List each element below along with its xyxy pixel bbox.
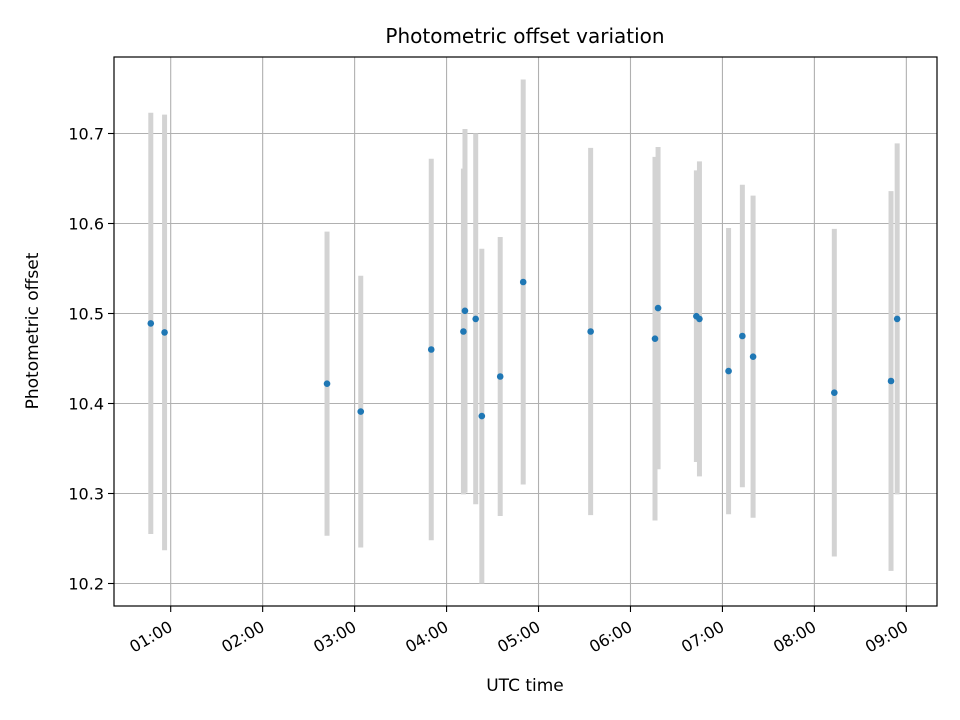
data-point — [651, 335, 659, 343]
data-point — [147, 320, 155, 327]
data-point — [587, 328, 594, 335]
data-point — [323, 380, 331, 388]
chart-title: Photometric offset variation — [385, 24, 664, 48]
data-point — [161, 329, 168, 336]
y-tick-label: 10.3 — [68, 485, 104, 504]
data-point — [831, 389, 838, 397]
data-point — [749, 353, 757, 361]
data-point — [496, 373, 504, 380]
data-point — [357, 408, 365, 415]
data-point — [478, 412, 486, 420]
data-points — [147, 278, 901, 420]
data-point — [461, 307, 469, 315]
data-point — [654, 304, 662, 312]
data-point — [472, 315, 479, 323]
data-point — [725, 367, 732, 375]
data-point — [696, 315, 703, 323]
y-tick-label: 10.5 — [68, 305, 104, 324]
data-point — [893, 315, 901, 323]
y-tick-label: 10.2 — [68, 575, 104, 594]
data-point — [519, 278, 527, 286]
y-axis-title: Photometric offset — [23, 252, 43, 409]
y-tick-label: 10.7 — [68, 125, 104, 144]
data-point — [460, 328, 467, 335]
data-point — [427, 346, 435, 353]
data-point — [739, 332, 746, 340]
y-tick-label: 10.6 — [68, 215, 104, 234]
data-point — [887, 377, 895, 385]
x-axis-title: UTC time — [486, 676, 564, 696]
plot-frame — [113, 56, 938, 607]
y-tick-label: 10.4 — [68, 395, 104, 414]
